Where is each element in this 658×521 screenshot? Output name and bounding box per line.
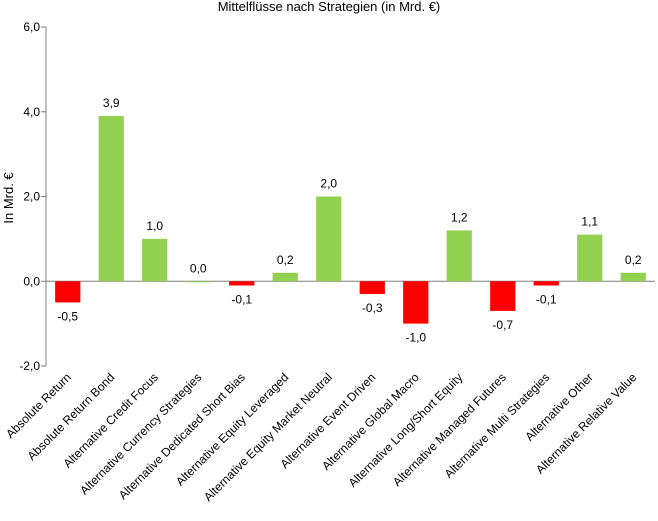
chart-title: Mittelflüsse nach Strategien (in Mrd. €) — [218, 0, 441, 14]
data-label: 3,9 — [103, 96, 120, 110]
data-label: -0,1 — [231, 292, 252, 306]
data-label: -0,3 — [362, 301, 383, 315]
bar — [620, 272, 646, 282]
data-label: 0,2 — [625, 253, 642, 267]
bar — [316, 196, 342, 282]
bar — [185, 281, 211, 283]
bar — [533, 281, 559, 286]
data-label: 1,2 — [451, 210, 468, 224]
data-label: 0,0 — [190, 261, 207, 275]
bar — [55, 281, 81, 303]
bar — [577, 234, 603, 282]
data-label: 2,0 — [320, 177, 337, 191]
bar — [490, 281, 516, 311]
data-label: 0,2 — [277, 253, 294, 267]
data-label: 1,0 — [146, 219, 163, 233]
bar — [142, 238, 168, 282]
axes — [45, 27, 655, 366]
y-tick-label: 0,0 — [23, 274, 40, 288]
bar — [272, 272, 298, 282]
bar — [98, 115, 124, 282]
y-tick-label: 2,0 — [23, 190, 40, 204]
bar — [229, 281, 255, 286]
y-axis-label: In Mrd. € — [1, 172, 16, 224]
data-label: -0,1 — [536, 292, 557, 306]
y-axis-ticks: -2,0 0,0 2,0 4,0 6,0 — [19, 20, 46, 373]
y-tick-label: 6,0 — [23, 20, 40, 34]
bar — [359, 281, 385, 294]
y-tick-label: 4,0 — [23, 105, 40, 119]
data-label: 1,1 — [581, 215, 598, 229]
data-labels: -0,5 3,9 1,0 0,0 -0,1 0,2 2,0 -0,3 -1,0 1,2 -0,7 -0… — [57, 96, 642, 345]
data-label: -0,5 — [57, 309, 78, 323]
data-label: -0,7 — [492, 318, 513, 332]
bars — [55, 115, 646, 324]
data-label: -1,0 — [405, 331, 426, 345]
y-tick-label: -2,0 — [19, 359, 40, 373]
bar — [446, 230, 472, 282]
bar — [403, 281, 429, 324]
